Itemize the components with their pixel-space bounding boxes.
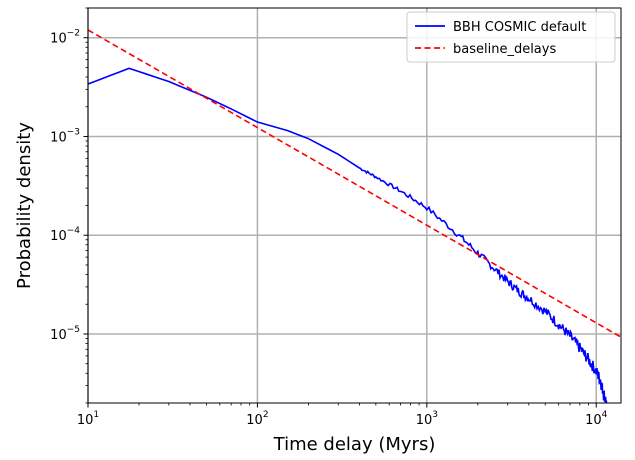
y-tick-label: 10−3 <box>50 127 80 145</box>
x-tick-label: 103 <box>416 410 438 428</box>
x-tick-label: 101 <box>77 410 99 428</box>
legend-label: baseline_delays <box>453 42 556 57</box>
y-tick-label: 10−4 <box>50 226 80 244</box>
grid-lines <box>87 8 621 403</box>
y-axis-label: Probability density <box>14 122 35 289</box>
y-tick-label: 10−5 <box>50 325 80 343</box>
series-line-2 <box>88 29 621 338</box>
x-axis: 101 102 103 104 <box>77 403 608 428</box>
x-tick-label: 104 <box>585 410 608 428</box>
legend: BBH COSMIC default baseline_delays <box>406 11 616 63</box>
axes-frame <box>87 7 622 404</box>
y-tick-label: 10−2 <box>50 29 80 47</box>
y-axis: 10−5 10−4 10−3 10−2 <box>50 7 88 404</box>
plot-area <box>88 29 621 403</box>
x-tick-label: 102 <box>246 410 268 428</box>
x-axis-label: Time delay (Myrs) <box>273 434 436 455</box>
legend-label: BBH COSMIC default <box>453 20 586 35</box>
legend-box <box>406 11 616 63</box>
series-line-1 <box>88 67 608 403</box>
